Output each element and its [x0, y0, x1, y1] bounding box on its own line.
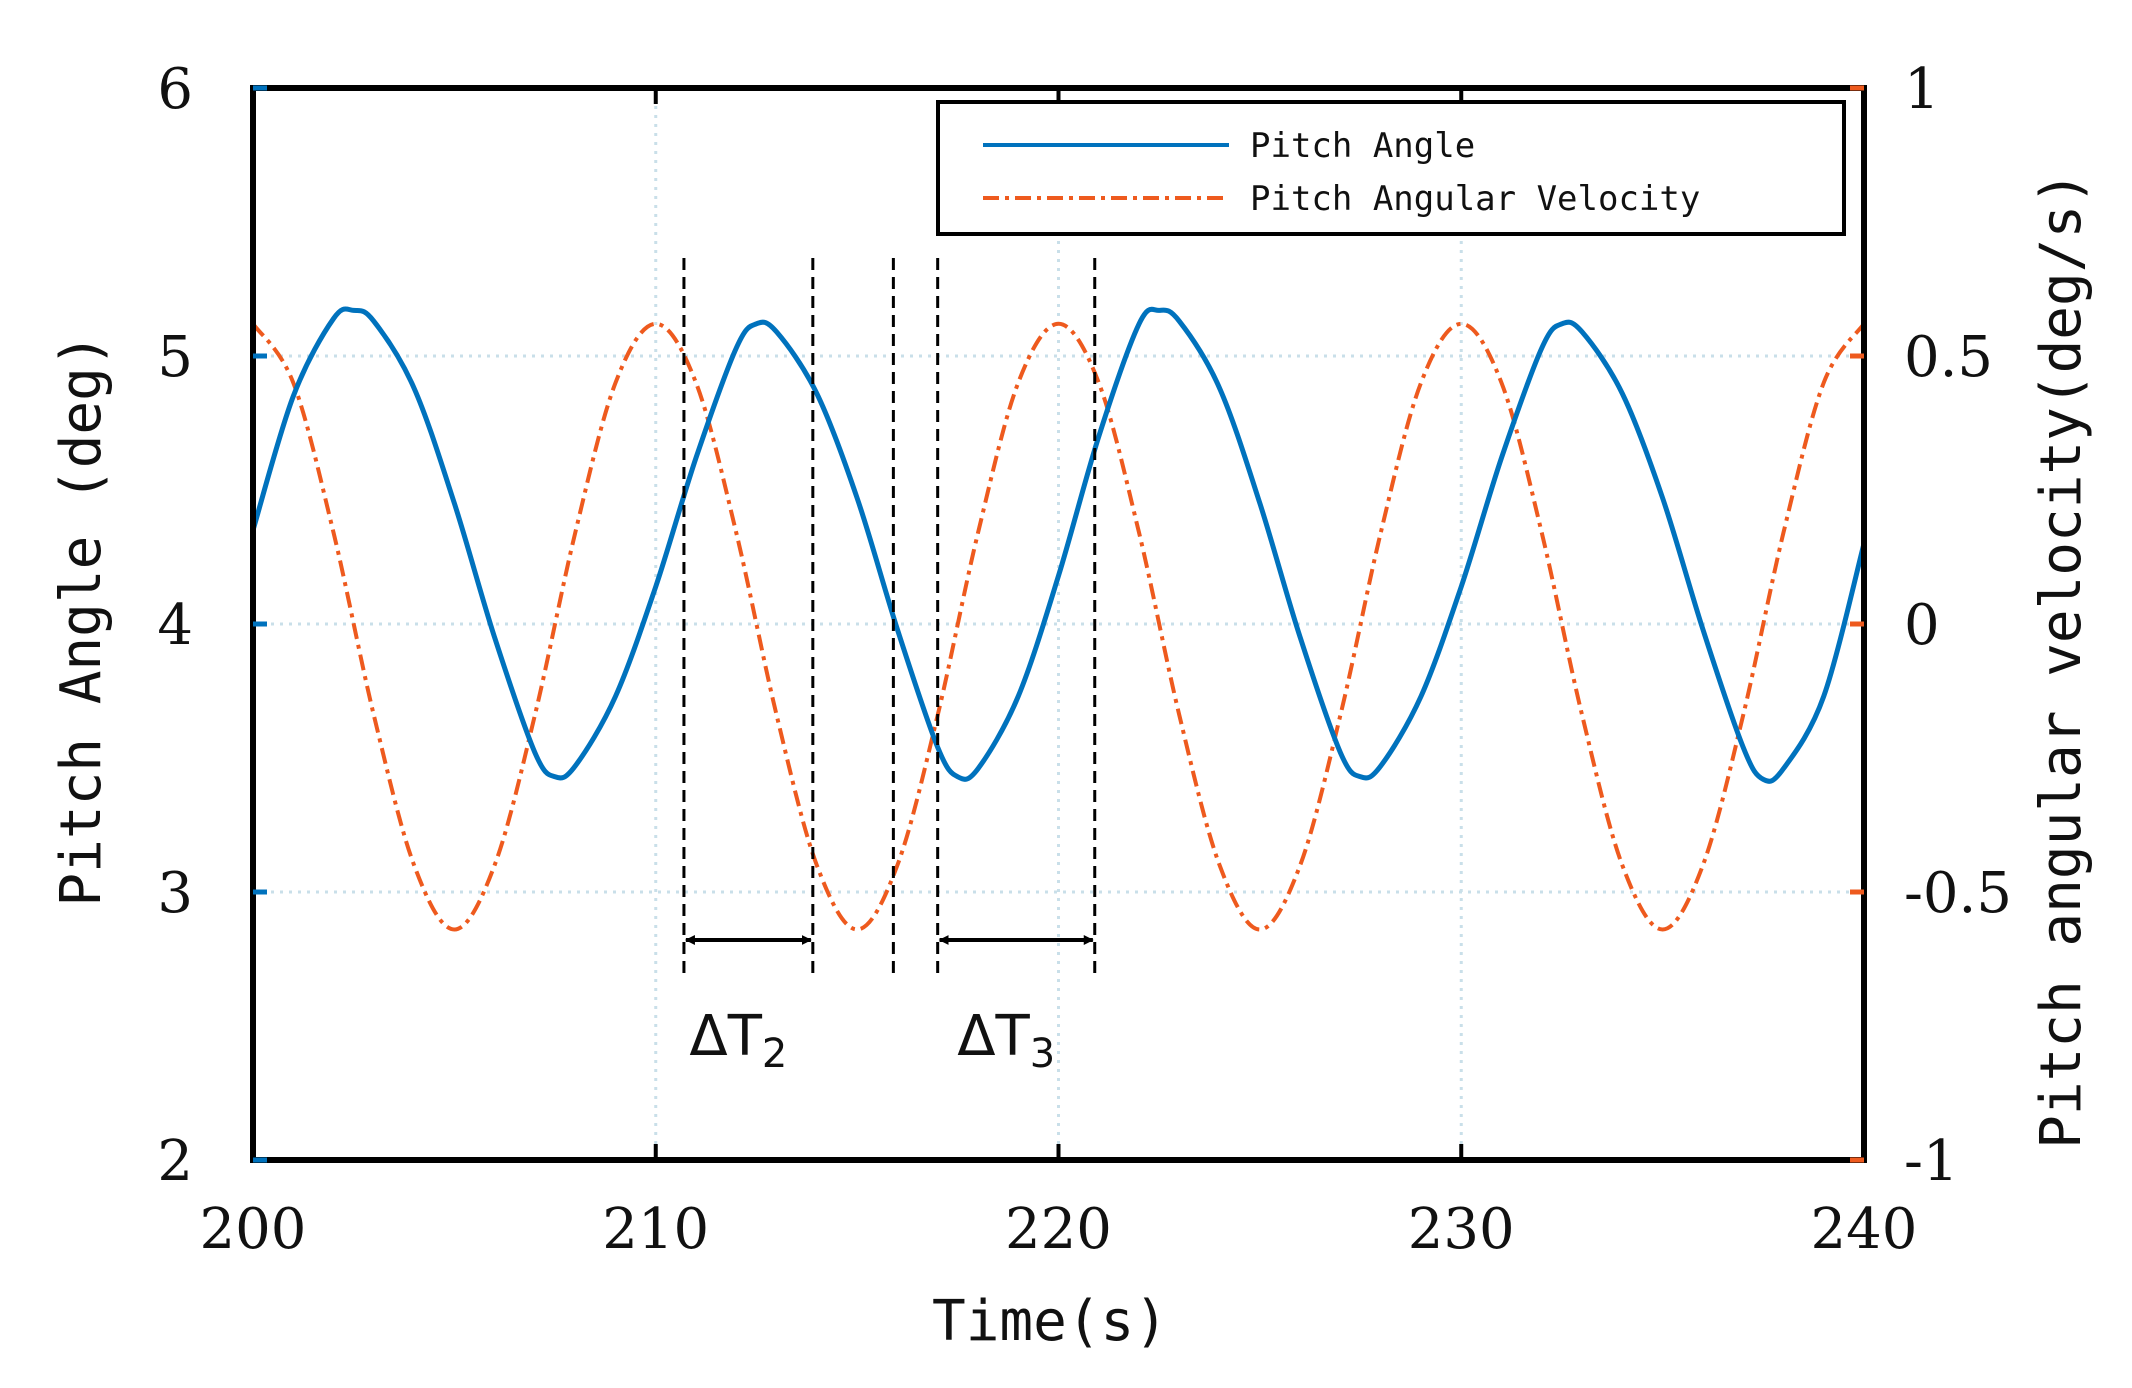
series-line-pitch-angular-velocity: [251, 321, 1866, 932]
legend-box: [936, 100, 1846, 236]
legend-label-pitch-velocity: Pitch Angular Velocity: [1250, 179, 1700, 219]
legend-label-pitch-angle: Pitch Angle: [1250, 126, 1475, 166]
x-tick-label: 240: [1811, 1197, 1918, 1262]
y-left-tick-label: 4: [157, 593, 193, 658]
y-right-tick-label: 0.5: [1904, 325, 1993, 390]
x-tick-label: 200: [200, 1197, 307, 1262]
y-axis-right-title: Pitch angular velocity(deg/s): [2029, 171, 2094, 1149]
legend: Pitch Angle Pitch Angular Velocity: [936, 100, 1846, 236]
y-left-tick-label: 5: [157, 325, 193, 390]
tick-labels: 200 210 220 230 240 2 3 4 5 6 -1 -0.5 0 0.5 1: [157, 57, 2012, 1262]
x-tick-label: 210: [602, 1197, 709, 1262]
reference-lines: [682, 258, 1097, 980]
y-right-tick-label: 1: [1904, 57, 1940, 122]
y-right-tick-label: -1: [1904, 1129, 1959, 1194]
series-layer: [250, 306, 1867, 932]
delta-t-label: ΔT3: [957, 1004, 1055, 1077]
delta-t-subscript: 2: [762, 1031, 787, 1077]
grid: [253, 88, 1864, 1160]
series-line-pitch-angle: [250, 306, 1867, 784]
x-tick-label: 230: [1408, 1197, 1515, 1262]
y-right-tick-label: -0.5: [1904, 861, 2012, 926]
annotations: ΔT2 ΔT3: [684, 935, 1094, 1077]
y-left-tick-label: 3: [157, 861, 193, 926]
x-tick-label: 220: [1005, 1197, 1112, 1262]
y-left-tick-label: 2: [157, 1129, 193, 1194]
y-left-tick-label: 6: [157, 57, 193, 122]
y-right-tick-label: 0: [1904, 593, 1940, 658]
delta-t-subscript: 3: [1030, 1031, 1055, 1077]
x-axis-title: Time(s): [932, 1289, 1168, 1354]
y-axis-left-title: Pitch Angle (deg): [49, 333, 114, 906]
delta-t-label: ΔT2: [689, 1004, 787, 1077]
